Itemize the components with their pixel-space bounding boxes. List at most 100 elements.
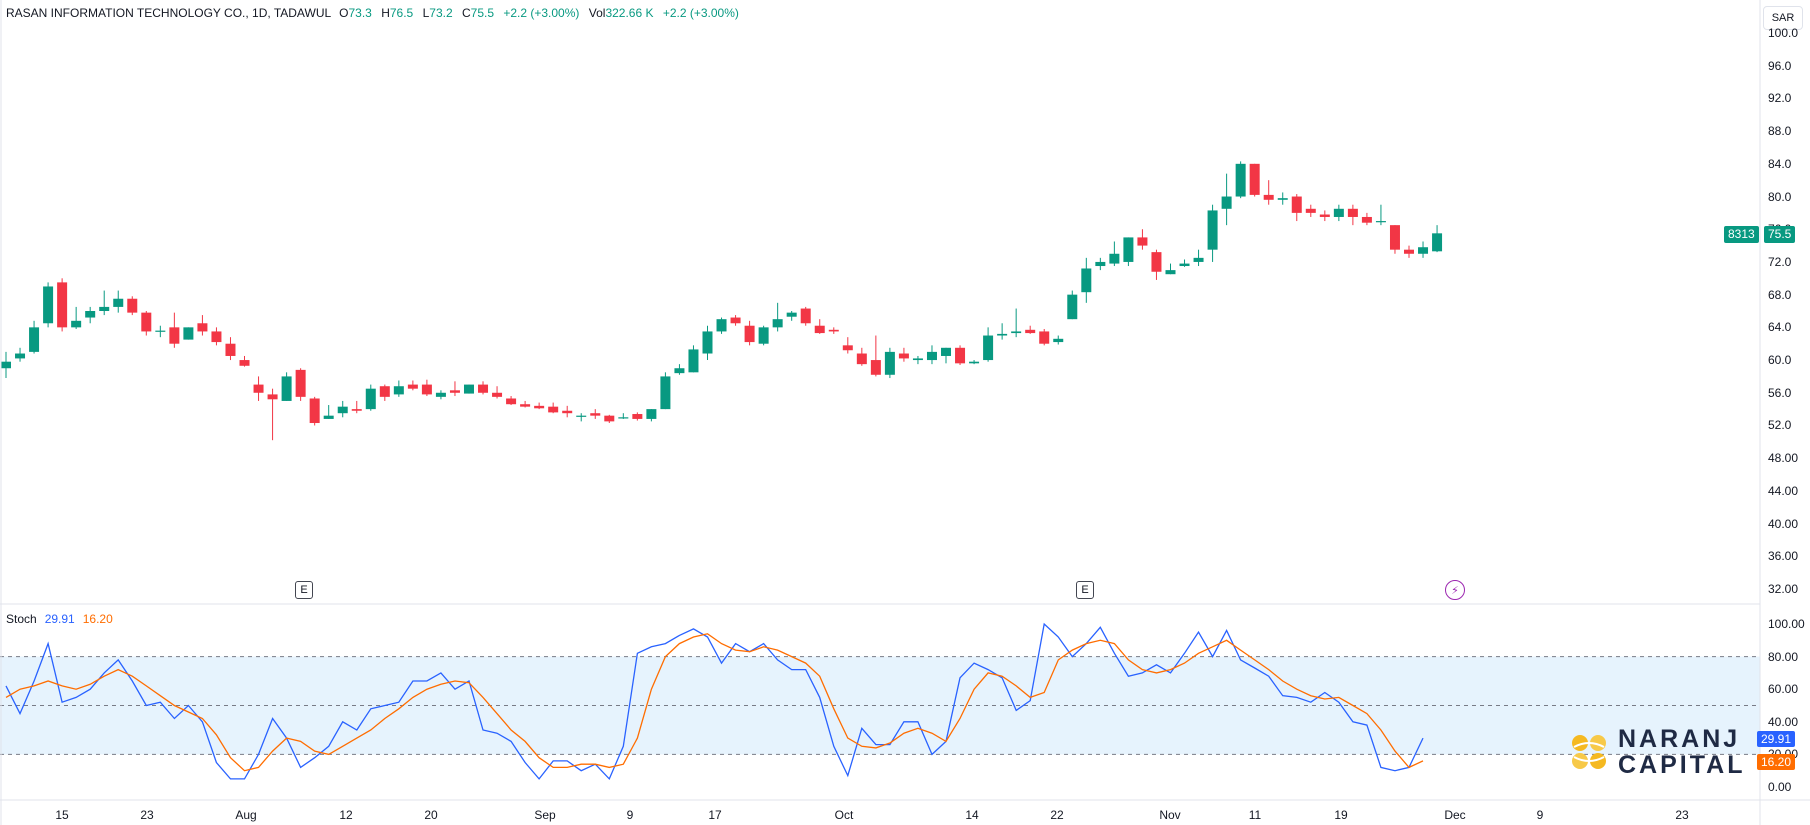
price-axis-label: 52.0 <box>1768 418 1792 433</box>
candle-body <box>85 311 96 318</box>
earnings-marker[interactable]: E <box>1076 581 1094 599</box>
high-value: 76.5 <box>389 6 414 20</box>
candle-body <box>702 331 713 354</box>
candle-body <box>1263 194 1274 200</box>
candle-body <box>127 298 138 313</box>
candle-body <box>590 413 601 416</box>
candle <box>955 345 966 365</box>
stoch-d-tag: 16.20 <box>1757 754 1796 770</box>
candle-body <box>842 345 853 351</box>
candle <box>983 327 994 362</box>
candle-body <box>365 388 376 410</box>
candle-body <box>1249 163 1260 195</box>
candle-body <box>1418 247 1429 254</box>
candle <box>856 347 867 366</box>
candle <box>814 319 825 334</box>
candle-body <box>1193 257 1204 262</box>
candle-body <box>1 361 11 369</box>
candle-body <box>239 360 250 366</box>
candle-body <box>393 386 404 395</box>
brand-name-line2: CAPITAL <box>1618 751 1746 779</box>
candle-body <box>309 398 320 424</box>
close-value: 75.5 <box>470 6 494 20</box>
volume-label: Vol <box>588 6 606 20</box>
candle <box>646 409 657 422</box>
candle <box>520 400 531 408</box>
candle <box>1404 245 1414 258</box>
low-value: 73.2 <box>429 6 453 20</box>
candle <box>1291 194 1302 222</box>
price-axis-label: 68.0 <box>1768 287 1792 302</box>
price-axis-label: 72.0 <box>1768 254 1792 269</box>
price-axis-label: 100.0 <box>1768 26 1799 40</box>
candle <box>337 400 348 418</box>
candle-body <box>941 347 952 356</box>
candle <box>926 345 937 365</box>
candle <box>590 409 601 419</box>
price-change: +2.2 (+3.00%) <box>503 6 580 20</box>
candle <box>772 302 783 332</box>
candle <box>323 405 334 419</box>
candle-body <box>71 320 82 328</box>
volume-change: +2.2 (+3.00%) <box>662 6 739 20</box>
candle <box>1137 229 1148 250</box>
candle-body <box>716 319 727 332</box>
candle <box>492 386 503 399</box>
candle-body <box>898 353 909 359</box>
candle <box>169 312 180 348</box>
candle-body <box>478 384 489 393</box>
currency-button[interactable]: SAR <box>1763 6 1803 30</box>
candle-body <box>884 351 895 375</box>
price-axis-label: 32.00 <box>1768 582 1799 596</box>
stoch-axis-label: 80.00 <box>1768 649 1799 664</box>
candle <box>842 337 853 354</box>
candle <box>632 412 643 421</box>
candle <box>365 384 376 411</box>
earnings-marker[interactable]: E <box>295 581 313 599</box>
candle-body <box>435 392 446 397</box>
candle-body <box>1165 270 1176 275</box>
candle <box>281 372 292 401</box>
candle <box>870 335 881 377</box>
candle <box>1151 249 1162 280</box>
candle <box>1067 290 1078 320</box>
time-axis-label: 11 <box>1248 808 1262 822</box>
price-axis-label: 84.0 <box>1768 156 1792 171</box>
candle <box>1319 210 1330 222</box>
time-axis-label: 14 <box>965 808 979 822</box>
candle <box>744 320 755 346</box>
lightning-icon[interactable]: ⚡ <box>1445 580 1465 600</box>
candle-body <box>1432 233 1443 252</box>
candle <box>141 311 152 336</box>
candle-body <box>870 360 881 375</box>
candle <box>941 347 952 364</box>
candle-body <box>197 323 208 332</box>
candle <box>786 311 797 321</box>
candle-body <box>57 282 68 328</box>
candle <box>71 306 82 329</box>
candle <box>997 323 1008 340</box>
time-axis-label: Dec <box>1444 808 1466 822</box>
symbol-title[interactable]: RASAN INFORMATION TECHNOLOGY CO., 1D, TA… <box>6 6 332 20</box>
candle-body <box>492 392 503 397</box>
candle-body <box>604 415 615 422</box>
candle-body <box>1109 253 1120 264</box>
candle <box>548 402 559 414</box>
candle-body <box>1123 237 1134 262</box>
stoch-k-value: 29.91 <box>44 612 75 626</box>
candle-body <box>169 327 180 344</box>
time-axis-label: 19 <box>1334 808 1348 822</box>
candle <box>576 413 587 422</box>
candle-body <box>183 327 194 340</box>
candle-body <box>758 327 769 344</box>
candle-body <box>1291 196 1302 213</box>
candle <box>211 327 222 346</box>
candle <box>800 306 811 326</box>
stoch-name[interactable]: Stoch <box>6 612 37 626</box>
candle-body <box>618 417 629 419</box>
candle-body <box>926 351 937 361</box>
candle-body <box>562 410 573 414</box>
candle <box>969 360 980 365</box>
candle-body <box>828 329 839 332</box>
candle <box>730 315 741 326</box>
